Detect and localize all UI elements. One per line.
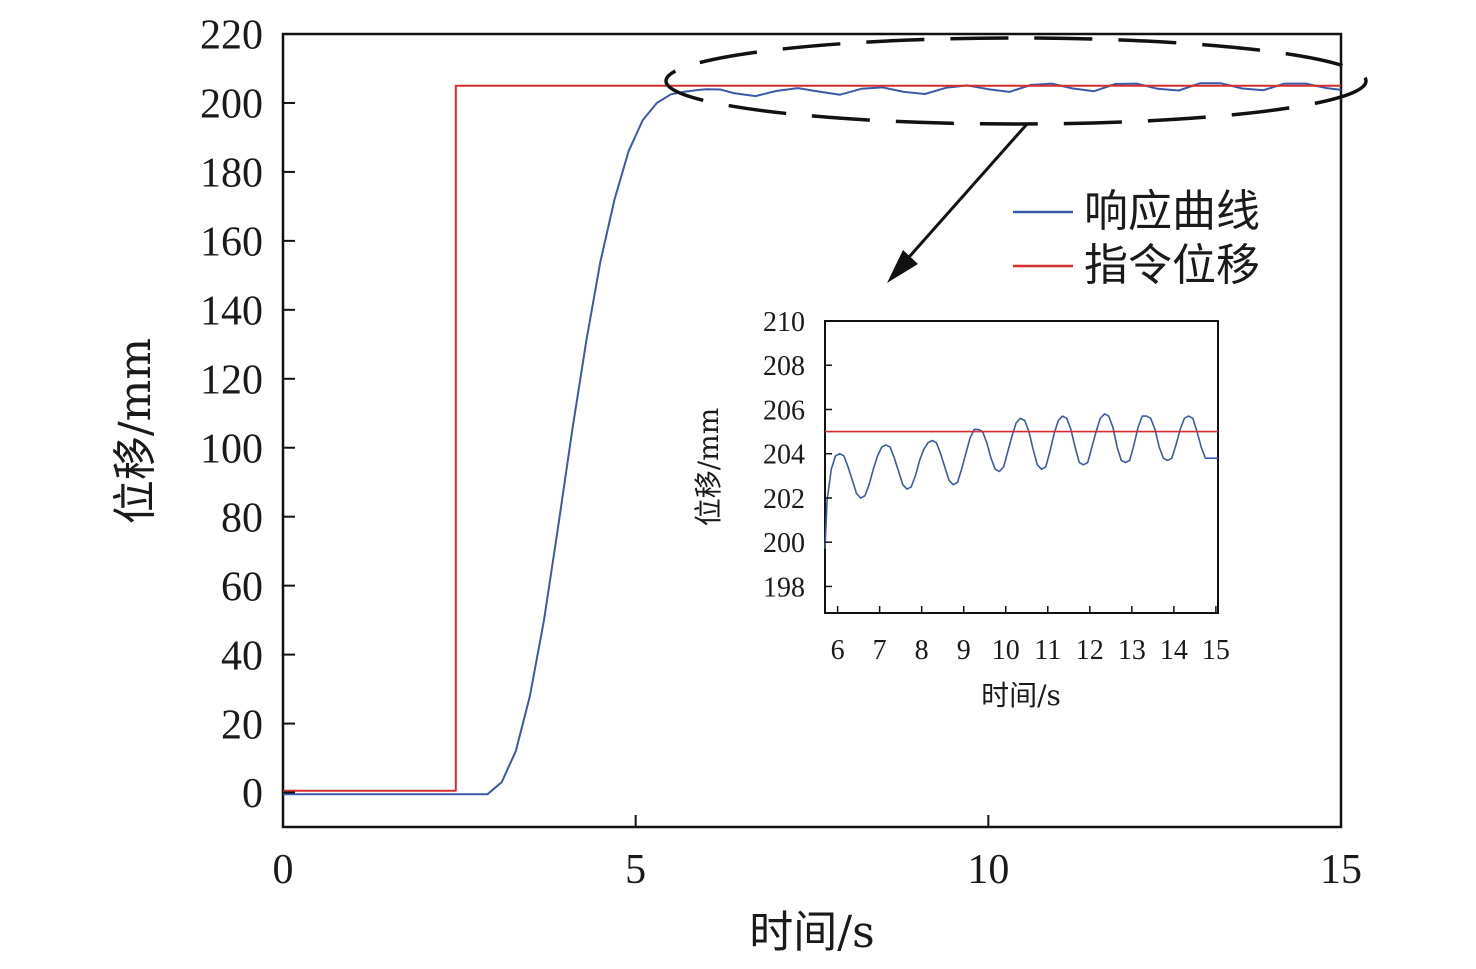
inset-x-tick-label: 11 <box>1034 635 1061 666</box>
inset-x-tick-label: 12 <box>1076 635 1104 666</box>
main-x-tick-label: 10 <box>967 847 1009 893</box>
main-x-tick-label: 15 <box>1320 847 1362 893</box>
legend: 响应曲线 指令位移 <box>1013 186 1260 291</box>
inset-y-tick-label: 198 <box>763 572 805 603</box>
inset-x-tick-label: 9 <box>957 635 971 666</box>
main-plot-frame <box>281 32 1343 829</box>
main-y-tick-label: 140 <box>200 289 263 335</box>
inset-x-tick-label: 14 <box>1160 635 1188 666</box>
inset-plot-frame <box>824 320 1219 614</box>
main-plot-lines <box>283 82 1342 796</box>
main-y-tick-label: 0 <box>242 771 263 817</box>
main-y-tick-label: 160 <box>200 220 263 266</box>
inset-plot-lines <box>824 413 1218 549</box>
inset-y-tick-label: 204 <box>763 440 805 471</box>
main-y-tick-label: 200 <box>200 82 263 128</box>
main-series-line-1 <box>283 84 1341 792</box>
inset-y-tick-label: 208 <box>763 351 805 382</box>
inset-y-tick-label: 202 <box>763 484 805 515</box>
main-x-axis-title: 时间/s <box>749 907 874 958</box>
zoom-arrow-head <box>887 250 918 283</box>
main-series-line-0 <box>283 82 1342 796</box>
main-y-tick-label: 220 <box>200 13 263 59</box>
inset-x-tick-label: 15 <box>1202 635 1230 666</box>
main-chart: 0 5 10 15 0 20 40 60 80 100 120 140 160 180 200 220 时间/… <box>110 13 1362 958</box>
main-y-tick-label: 180 <box>200 151 263 197</box>
inset-x-tick-label: 6 <box>831 635 845 666</box>
inset-x-tick-label: 8 <box>915 635 929 666</box>
main-y-tick-label: 100 <box>200 426 263 472</box>
main-y-tick-label: 80 <box>221 495 263 541</box>
zoom-highlight-ellipse <box>664 36 1368 126</box>
main-y-tick-label: 40 <box>221 633 263 679</box>
inset-x-tick-label: 13 <box>1118 635 1146 666</box>
main-y-tick-label: 120 <box>200 357 263 403</box>
main-x-tick-label: 0 <box>273 847 294 893</box>
legend-label-response: 响应曲线 <box>1084 186 1260 237</box>
main-y-tick-label: 60 <box>221 564 263 610</box>
inset-x-tick-label: 10 <box>992 635 1020 666</box>
main-y-tick-label: 20 <box>221 702 263 748</box>
inset-chart: 6 7 8 9 10 11 12 13 14 15 198 200 202 204 206 208 210 时间… <box>692 307 1230 712</box>
inset-y-tick-label: 210 <box>763 307 805 338</box>
zoom-annotation <box>664 36 1368 283</box>
main-x-tick-label: 5 <box>625 847 646 893</box>
inset-y-tick-label: 206 <box>763 395 805 426</box>
legend-label-command: 指令位移 <box>1084 240 1260 291</box>
inset-y-tick-label: 200 <box>763 528 805 559</box>
zoom-arrow-line <box>900 123 1029 266</box>
main-y-axis-title: 位移/mm <box>110 338 161 524</box>
inset-axis-ticks: 6 7 8 9 10 11 12 13 14 15 198 200 202 204 206 208 210 <box>763 307 1230 666</box>
inset-series-line-0 <box>824 413 1218 549</box>
main-axis-ticks: 0 5 10 15 0 20 40 60 80 100 120 140 160 180 200 220 <box>200 13 1362 893</box>
inset-x-tick-label: 7 <box>873 635 887 666</box>
inset-y-axis-title: 位移/mm <box>692 408 725 527</box>
inset-x-axis-title: 时间/s <box>981 679 1061 712</box>
